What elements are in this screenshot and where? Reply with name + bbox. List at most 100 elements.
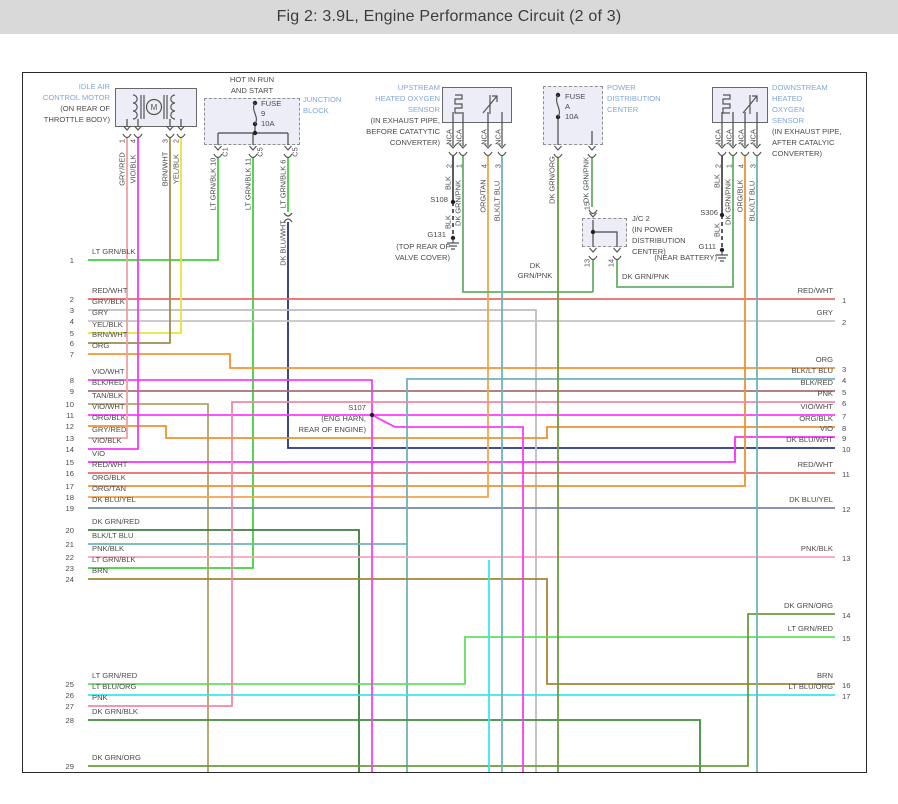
pin-arrow-icon (166, 125, 174, 131)
splice-dot-icon (719, 247, 725, 253)
heater-element-icon (722, 94, 731, 114)
row-label-left: BLK/RED (92, 378, 125, 387)
splice-dot-icon (450, 199, 456, 205)
power-distribution-center-box (543, 86, 603, 145)
diagram-label: S107 (348, 403, 366, 412)
pin-arrow-icon (284, 145, 292, 151)
row-number-right: 14 (842, 611, 851, 620)
heater-element-icon (454, 94, 463, 114)
diagram-label: DK GRN/PNK (622, 272, 670, 281)
wire-name-label: 1 (724, 163, 734, 169)
inline-connector-icon (283, 212, 293, 217)
wire-yelblk (88, 138, 182, 334)
pin-arc-icon (752, 151, 762, 157)
wire-name-label: 2 (171, 138, 181, 144)
splice-dot-icon (590, 229, 596, 235)
pin-arc-icon (248, 153, 258, 159)
wire-name-label: 3 (748, 163, 758, 169)
row-label-right: LT BLU/ORG (788, 682, 833, 691)
diagram-label: AND START (230, 86, 274, 95)
diagram-label: A (565, 102, 571, 111)
diagram-label: CONVERTER) (389, 138, 440, 147)
row-label-right: PNK (817, 389, 833, 398)
row-label-left: PNK (92, 693, 108, 702)
row-label-left: GRY (92, 308, 109, 317)
wire-name-label: BLK/LT BLU (492, 180, 502, 222)
row-number-left: 15 (65, 458, 74, 467)
wire-name-label: NCA (713, 129, 723, 145)
wire-name-label: DK GRN/PNK (453, 180, 463, 226)
inline-connector-icon (283, 218, 293, 223)
wire-name-label: 2 (713, 163, 723, 169)
row-label-left: VIO/WHT (92, 402, 125, 411)
row-label-left: LT GRN/RED (92, 671, 138, 680)
row-number-right: 16 (842, 681, 851, 690)
row-label-left: LT BLU/ORG (92, 682, 137, 691)
row-label-left: GRY/RED (92, 425, 127, 434)
pin-arrow-icon (123, 125, 131, 131)
row-label-right: LT GRN/RED (787, 624, 833, 633)
diagram-label: BEFORE CATATYTIC (366, 127, 440, 136)
row-label-right: ORG (815, 355, 833, 364)
diagram-label: REAR OF ENGINE) (298, 425, 366, 434)
wire-name-label: 13 (582, 258, 592, 268)
wire-name-label: 4 (128, 138, 138, 144)
pin-arc-icon (587, 153, 597, 159)
pin-arrow-icon (729, 143, 737, 149)
wire-name-label: ORG/BLK (735, 179, 745, 213)
pin-arc-icon (483, 151, 493, 157)
diagram-label: HEATED OXYGEN (375, 94, 440, 103)
wire-name-label: NCA (444, 129, 454, 145)
diagram-label: 10A (261, 119, 275, 128)
pin-arrow-icon (484, 143, 492, 149)
wire-name-label: NCA (748, 129, 758, 145)
row-label-right: GRY (816, 308, 833, 317)
row-label-right: RED/WHT (797, 286, 833, 295)
wire-name-label: LT GRN/BLK 6 (278, 159, 288, 209)
wire-pnk (88, 401, 835, 707)
pin-arc-icon (448, 151, 458, 157)
pin-arc-icon (612, 255, 622, 261)
row-label-left: DK GRN/ORG (92, 753, 141, 762)
diagram-label: THROTTLE BODY) (43, 115, 110, 124)
diagram-label: AFTER CATALYIC (772, 138, 835, 147)
diagram-label: HEATED (772, 94, 803, 103)
wire-name-label: BRN/WHT (160, 151, 170, 187)
wire-name-label: BLK (712, 223, 722, 237)
row-number-left: 11 (66, 411, 74, 420)
row-number-left: 4 (69, 317, 74, 326)
diagram-label: (TOP REAR OF (396, 242, 450, 251)
row-number-left: 9 (69, 387, 74, 396)
sensor-arrow-icon (742, 95, 758, 114)
pin-arc-icon (133, 133, 143, 139)
diagram-label: VALVE COVER) (395, 253, 450, 262)
pin-arrow-icon (554, 145, 562, 151)
row-number-left: 8 (69, 376, 74, 385)
row-number-right: 10 (842, 445, 851, 454)
pin-arrow-icon (449, 143, 457, 149)
wire-name-label: GRY/RED (117, 152, 127, 186)
row-label-left: DK GRN/BLK (92, 707, 138, 716)
diagram-label: IDLE AIR (78, 82, 110, 91)
row-number-right: 7 (842, 412, 847, 421)
wire-name-label: VIO/BLK (128, 154, 138, 184)
row-label-right: DK BLU/WHT (786, 435, 833, 444)
pin-arrow-icon (249, 145, 257, 151)
wire-vio (88, 436, 835, 463)
diagram-label: DK (529, 261, 541, 270)
row-label-left: RED/WHT (92, 286, 128, 295)
wire-dkgrnred (88, 529, 360, 772)
wire-dkgrnblk (88, 719, 701, 772)
wire-name-label: BLK (443, 215, 453, 229)
diagram-label: (NEAR BATTERY) (654, 253, 717, 262)
row-number-left: 19 (65, 504, 74, 513)
diagram-label: JUNCTION (303, 95, 342, 104)
wire-name-label: DK BLU/WHT (278, 220, 288, 266)
row-label-left: BRN/WHT (92, 330, 128, 339)
diagram-border (22, 72, 867, 773)
fuse-icon (555, 94, 561, 118)
diagram-label: (IN POWER (632, 225, 673, 234)
diagram-label: GRN/PNK (517, 271, 553, 280)
downstream-o2-sensor-box (712, 87, 768, 123)
